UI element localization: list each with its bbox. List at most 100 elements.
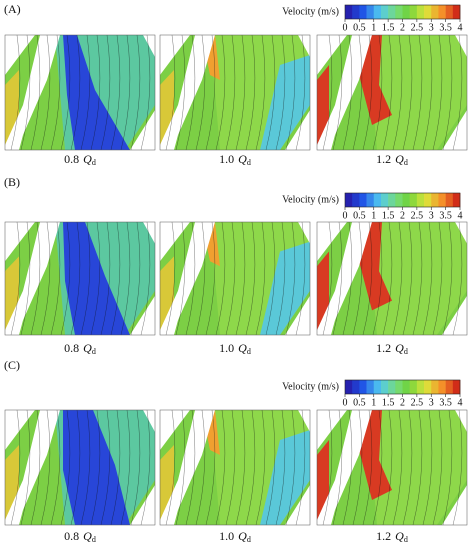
- colorbar-tick-label: 1.5: [382, 210, 395, 221]
- streamline: [80, 34, 91, 151]
- flow-subscript: d: [92, 347, 96, 356]
- flow-rate: 1.2: [376, 529, 391, 543]
- colorbar-block: [380, 193, 389, 207]
- streamline: [275, 34, 286, 151]
- contour-plot: [159, 34, 311, 151]
- plot-frame: [4, 409, 156, 526]
- streamline: [285, 409, 296, 526]
- colorbar-block: [452, 5, 461, 19]
- plot-frame: [316, 221, 468, 336]
- streamline: [295, 221, 306, 336]
- colorbar-block: [352, 380, 360, 394]
- colorbar-block: [424, 5, 432, 19]
- streamline: [225, 409, 236, 526]
- streamline: [185, 34, 196, 151]
- contour-plot: [316, 221, 468, 336]
- colorbar-block: [431, 5, 439, 19]
- streamline: [225, 221, 236, 336]
- streamline: [140, 34, 151, 151]
- blade: [317, 222, 372, 335]
- colorbar-block: [395, 193, 403, 207]
- streamline: [452, 409, 463, 526]
- streamline: [80, 409, 91, 526]
- streamline: [372, 221, 383, 336]
- colorbar-tick-label: 4: [458, 210, 463, 221]
- wall-top-right: [143, 410, 155, 432]
- colorbar-title: Velocity (m/s): [282, 6, 339, 17]
- colorbar-block: [431, 193, 439, 207]
- streamline: [275, 409, 286, 526]
- wall-left: [317, 35, 347, 75]
- streamline: [120, 409, 131, 526]
- colorbar-block: [395, 380, 403, 394]
- plot-frame: [159, 221, 311, 336]
- flow-subscript: d: [404, 347, 408, 356]
- streamline: [195, 221, 206, 336]
- colorbar-block: [359, 380, 367, 394]
- colorbar-block: [431, 380, 439, 394]
- streamline: [245, 221, 256, 336]
- colorbar-block: [409, 193, 418, 207]
- streamline: [60, 34, 71, 151]
- streamline: [402, 221, 413, 336]
- flow-rate: 1.2: [376, 152, 391, 166]
- wall-right: [285, 485, 310, 525]
- flow-subscript: d: [247, 158, 251, 167]
- streamline: [412, 221, 423, 336]
- colorbar-tick-label: 0.5: [353, 22, 366, 33]
- wall-top-right: [298, 222, 310, 244]
- colorbar-tick-label: 1: [371, 22, 376, 33]
- streamline: [50, 34, 61, 151]
- contour-plot: [4, 409, 156, 526]
- streamline: [50, 221, 61, 336]
- flow-symbol: Q: [395, 529, 404, 543]
- flow-symbol: Q: [238, 529, 247, 543]
- streamline: [362, 34, 373, 151]
- plot-caption: 1.0 Qd: [219, 341, 251, 356]
- plot-frame: [159, 34, 311, 151]
- colorbar-tick-label: 4: [458, 397, 463, 408]
- colorbar-tick-label: 2.5: [411, 210, 424, 221]
- blade: [5, 35, 60, 150]
- wall-top-right: [298, 410, 310, 432]
- streamline: [255, 34, 266, 151]
- flow-symbol: Q: [83, 529, 92, 543]
- colorbar-block: [373, 5, 382, 19]
- streamline: [332, 34, 343, 151]
- streamline: [205, 409, 216, 526]
- streamline: [30, 34, 41, 151]
- streamline: [422, 409, 433, 526]
- streamline: [100, 409, 111, 526]
- streamline: [80, 221, 91, 336]
- plot-frame: [159, 409, 311, 526]
- streamline: [392, 409, 403, 526]
- streamline: [402, 34, 413, 151]
- streamline: [372, 409, 383, 526]
- flow-rate: 1.0: [219, 529, 234, 543]
- streamline: [332, 409, 343, 526]
- streamline: [140, 409, 151, 526]
- streamline: [275, 221, 286, 336]
- streamline: [205, 34, 216, 151]
- contour-plot: [4, 221, 156, 336]
- colorbar: Velocity (m/s) 0 0.5 1 1.5 2 2.5 3 3.5 4: [282, 379, 463, 408]
- colorbar-block: [452, 193, 461, 207]
- plot-caption: 0.8 Qd: [64, 529, 96, 543]
- streamline: [332, 221, 343, 336]
- streamline: [50, 409, 61, 526]
- blade: [5, 410, 60, 525]
- colorbar-block: [366, 193, 375, 207]
- streamline: [245, 34, 256, 151]
- colorbar-block: [438, 380, 446, 394]
- flow-symbol: Q: [83, 341, 92, 355]
- colorbar-tick-label: 0: [343, 210, 348, 221]
- streamline: [90, 34, 101, 151]
- streamline: [110, 409, 121, 526]
- streamline: [245, 409, 256, 526]
- plot-caption: 1.2 Qd: [376, 152, 408, 167]
- colorbar-tick-label: 0.5: [353, 210, 366, 221]
- colorbar-block: [416, 380, 425, 394]
- streamline: [195, 34, 206, 151]
- streamline: [120, 34, 131, 151]
